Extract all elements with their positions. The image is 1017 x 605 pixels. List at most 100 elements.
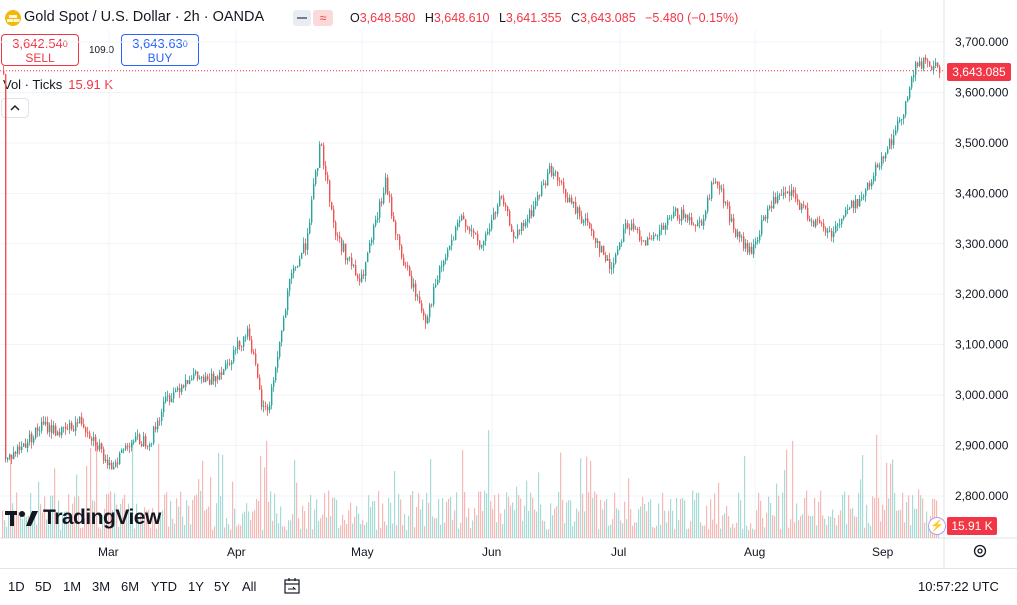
range-1m-button[interactable]: 1M <box>63 579 82 594</box>
candle-body <box>63 426 65 428</box>
volume-bar <box>348 510 350 538</box>
candle-body <box>447 249 449 258</box>
candle-body <box>451 239 453 246</box>
candle-body <box>425 315 427 324</box>
volume-bar <box>542 520 544 538</box>
candle-body <box>143 436 145 447</box>
collapse-legend-button[interactable] <box>293 10 311 26</box>
volume-bar <box>776 483 778 538</box>
volume-bar <box>592 497 594 538</box>
range-3m-button[interactable]: 3M <box>92 579 111 594</box>
volume-bar <box>572 526 574 538</box>
candle-body <box>137 434 139 437</box>
volume-bar <box>898 510 900 538</box>
candle-body <box>755 241 757 245</box>
range-1d-button[interactable]: 1D <box>8 579 25 594</box>
volume-bar <box>918 489 920 538</box>
volume-bar <box>110 491 112 538</box>
volume-bar <box>836 525 838 538</box>
candle-body <box>253 352 255 354</box>
volume-bar <box>494 495 496 538</box>
volume-bar <box>346 524 348 538</box>
indicator-toggle-button[interactable]: ≈ <box>313 10 333 26</box>
range-ytd-button[interactable]: YTD <box>151 579 177 594</box>
candle-body <box>501 196 503 198</box>
range-1y-button[interactable]: 1Y <box>188 579 204 594</box>
candle-body <box>381 201 383 204</box>
candle-body <box>889 139 891 149</box>
candle-body <box>633 223 635 230</box>
volume-bar <box>582 493 584 538</box>
volume-bar <box>622 523 624 538</box>
buy-button[interactable]: 3,643.630 BUY <box>121 34 199 66</box>
candle-body <box>511 225 513 232</box>
volume-bar <box>890 463 892 538</box>
lightning-icon[interactable]: ⚡ <box>928 517 946 535</box>
candle-body <box>249 328 251 340</box>
candle-body <box>371 239 373 243</box>
candle-body <box>487 231 489 235</box>
candle-body <box>793 189 795 194</box>
candle-body <box>311 199 313 223</box>
volume-bar <box>426 492 428 538</box>
candle-body <box>529 210 531 219</box>
range-5y-button[interactable]: 5Y <box>214 579 230 594</box>
candle-body <box>553 172 555 176</box>
volume-bar <box>894 492 896 538</box>
candle-body <box>29 433 31 443</box>
volume-bar <box>714 493 716 538</box>
volume-bar <box>206 509 208 538</box>
tradingview-logo[interactable]: TradingView <box>5 506 161 530</box>
candle-body <box>643 240 645 242</box>
candle-body <box>419 296 421 304</box>
candle-body <box>453 239 455 241</box>
candle-body <box>403 257 405 266</box>
candle-body <box>357 275 359 279</box>
volume-bar <box>124 494 126 538</box>
sell-button[interactable]: 3,642.540 SELL <box>1 34 79 66</box>
candle-body <box>219 372 221 380</box>
range-all-button[interactable]: All <box>242 579 257 594</box>
candle-body <box>291 272 293 279</box>
range-6m-button[interactable]: 6M <box>121 579 140 594</box>
volume-bar <box>10 453 12 538</box>
volume-bar <box>54 468 56 538</box>
symbol-title[interactable]: Gold Spot / U.S. Dollar · 2h · OANDA <box>24 9 265 25</box>
collapse-indicators-button[interactable] <box>1 98 29 118</box>
candle-body <box>547 172 549 186</box>
range-5d-button[interactable]: 5D <box>35 579 52 594</box>
volume-bar <box>404 514 406 538</box>
volume-bar <box>80 527 82 538</box>
volume-bar <box>724 513 726 538</box>
volume-bar <box>486 493 488 538</box>
volume-bar <box>736 522 738 538</box>
price-chart[interactable]: 3,700.000 3,600.000 3,500.000 3,400.000 3,30… <box>0 0 1017 568</box>
volume-bar <box>548 529 550 538</box>
date-range-icon[interactable] <box>283 577 301 595</box>
candle-body <box>113 466 115 470</box>
candle-body <box>597 241 599 244</box>
candle-body <box>615 254 617 264</box>
volume-bar <box>16 492 18 538</box>
volume-bar <box>436 518 438 538</box>
volume-legend[interactable]: Vol · Ticks 15.91 K <box>3 77 113 92</box>
candle-body <box>523 223 525 227</box>
chart-settings-icon[interactable] <box>972 543 988 559</box>
volume-bar <box>670 499 672 538</box>
volume-bar <box>382 503 384 538</box>
candle-body <box>427 317 429 324</box>
candle-body <box>871 181 873 187</box>
candle-body <box>881 156 883 167</box>
candle-body <box>461 215 463 221</box>
volume-bar <box>790 519 792 538</box>
volume-bar <box>514 510 516 538</box>
candle-body <box>591 228 593 231</box>
candle-body <box>745 242 747 249</box>
candle-body <box>57 431 59 436</box>
candle-body <box>23 443 25 447</box>
volume-bar <box>160 516 162 538</box>
volume-bar <box>294 459 296 538</box>
utc-clock[interactable]: 10:57:22 UTC <box>918 579 999 594</box>
volume-bar <box>730 527 732 538</box>
candle-body <box>495 212 497 214</box>
